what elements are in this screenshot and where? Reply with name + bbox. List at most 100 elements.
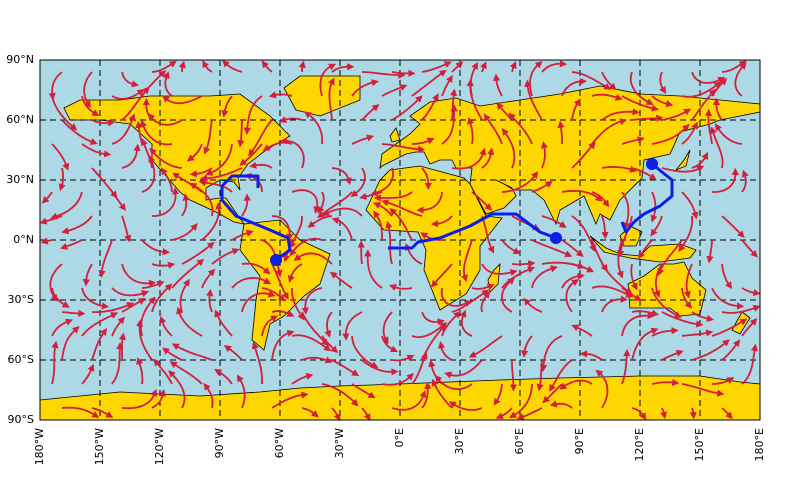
track: [620, 162, 674, 234]
streamline: [178, 60, 186, 73]
streamline: [617, 215, 633, 258]
streamline: [51, 340, 59, 385]
streamline: [571, 141, 596, 169]
lat-label: 30°N: [6, 173, 34, 186]
streamline: [381, 311, 393, 345]
streamline: [61, 215, 93, 235]
streamline: [268, 91, 293, 99]
streamline: [202, 60, 213, 73]
streamline: [741, 239, 758, 258]
streamline: [141, 239, 170, 256]
streamline: [516, 407, 543, 420]
streamline: [350, 167, 366, 198]
streamline: [691, 88, 717, 121]
streamline: [385, 220, 393, 265]
lat-label: 30°S: [8, 293, 34, 306]
streamline: [651, 95, 674, 108]
streamline: [359, 191, 383, 200]
streamline: [111, 287, 150, 298]
streamline: [565, 279, 580, 313]
streamline: [404, 242, 423, 265]
streamline: [321, 207, 363, 217]
streamline: [561, 272, 585, 289]
streamline: [139, 296, 156, 337]
streamline: [440, 287, 472, 307]
lat-label: 0°N: [13, 233, 34, 246]
streamline: [351, 335, 379, 368]
streamline: [159, 315, 173, 337]
streamline: [373, 210, 384, 241]
streamline: [483, 113, 503, 145]
streamline: [430, 215, 453, 228]
track-end: [550, 232, 562, 244]
streamline: [222, 60, 243, 73]
streamline: [51, 318, 73, 337]
streamline: [331, 359, 360, 377]
streamline: [591, 191, 610, 208]
streamline: [136, 357, 144, 385]
streamline: [111, 342, 124, 385]
streamline: [181, 193, 190, 217]
streamline: [249, 161, 273, 169]
streamline: [451, 147, 487, 170]
streamline: [549, 359, 573, 392]
streamline: [61, 406, 100, 419]
streamline: [437, 341, 453, 361]
streamline: [500, 277, 515, 313]
streamline: [181, 241, 215, 265]
streamline: [630, 263, 638, 291]
streamline: [704, 108, 713, 145]
labels: 180°W 150°W 120°W 90°W 60°W 30°W 0°E 30°E 60°E 90…: [6, 53, 766, 465]
streamline: [621, 348, 631, 385]
streamline: [331, 407, 341, 422]
streamline: [271, 263, 289, 300]
streamline: [561, 77, 588, 97]
streamline: [160, 167, 173, 193]
streamline: [140, 119, 173, 146]
streamline: [81, 95, 100, 116]
streamline: [467, 116, 475, 145]
streamline: [501, 171, 539, 193]
lon-label: 30°E: [453, 428, 466, 454]
streamline: [121, 215, 132, 243]
streamline: [111, 113, 136, 145]
streamline: [91, 327, 108, 361]
streamline: [448, 401, 483, 411]
streamline: [460, 239, 473, 283]
streamline: [289, 215, 303, 249]
streamline: [509, 61, 517, 73]
streamline: [595, 369, 609, 409]
streamline: [653, 263, 663, 298]
streamline: [206, 288, 214, 313]
streamline: [50, 191, 83, 220]
streamline: [493, 383, 503, 406]
lon-label: 150°W: [93, 428, 106, 465]
streamline: [61, 119, 98, 145]
track-end: [646, 158, 658, 170]
streamline: [319, 63, 337, 97]
lon-label: 0°E: [393, 428, 406, 447]
streamline: [712, 167, 739, 193]
tracks: [220, 158, 674, 266]
lon-label: 90°E: [573, 428, 586, 454]
streamline: [389, 207, 413, 241]
streamline: [421, 311, 445, 326]
streamline: [262, 141, 293, 152]
streamline: [621, 287, 642, 301]
streamline: [416, 191, 443, 214]
streamline: [571, 215, 596, 253]
streamline: [683, 263, 693, 299]
streamline: [715, 123, 743, 145]
streamline: [361, 359, 399, 376]
streamline: [631, 407, 647, 421]
streamline: [441, 75, 453, 97]
japan: [674, 149, 691, 171]
streamline: [541, 60, 568, 73]
streamline: [189, 182, 214, 217]
streamline: [571, 98, 581, 121]
streamline: [492, 73, 503, 97]
streamline: [691, 311, 715, 323]
streamline: [361, 71, 406, 79]
lon-label: 60°E: [513, 428, 526, 454]
streamline: [331, 217, 353, 241]
